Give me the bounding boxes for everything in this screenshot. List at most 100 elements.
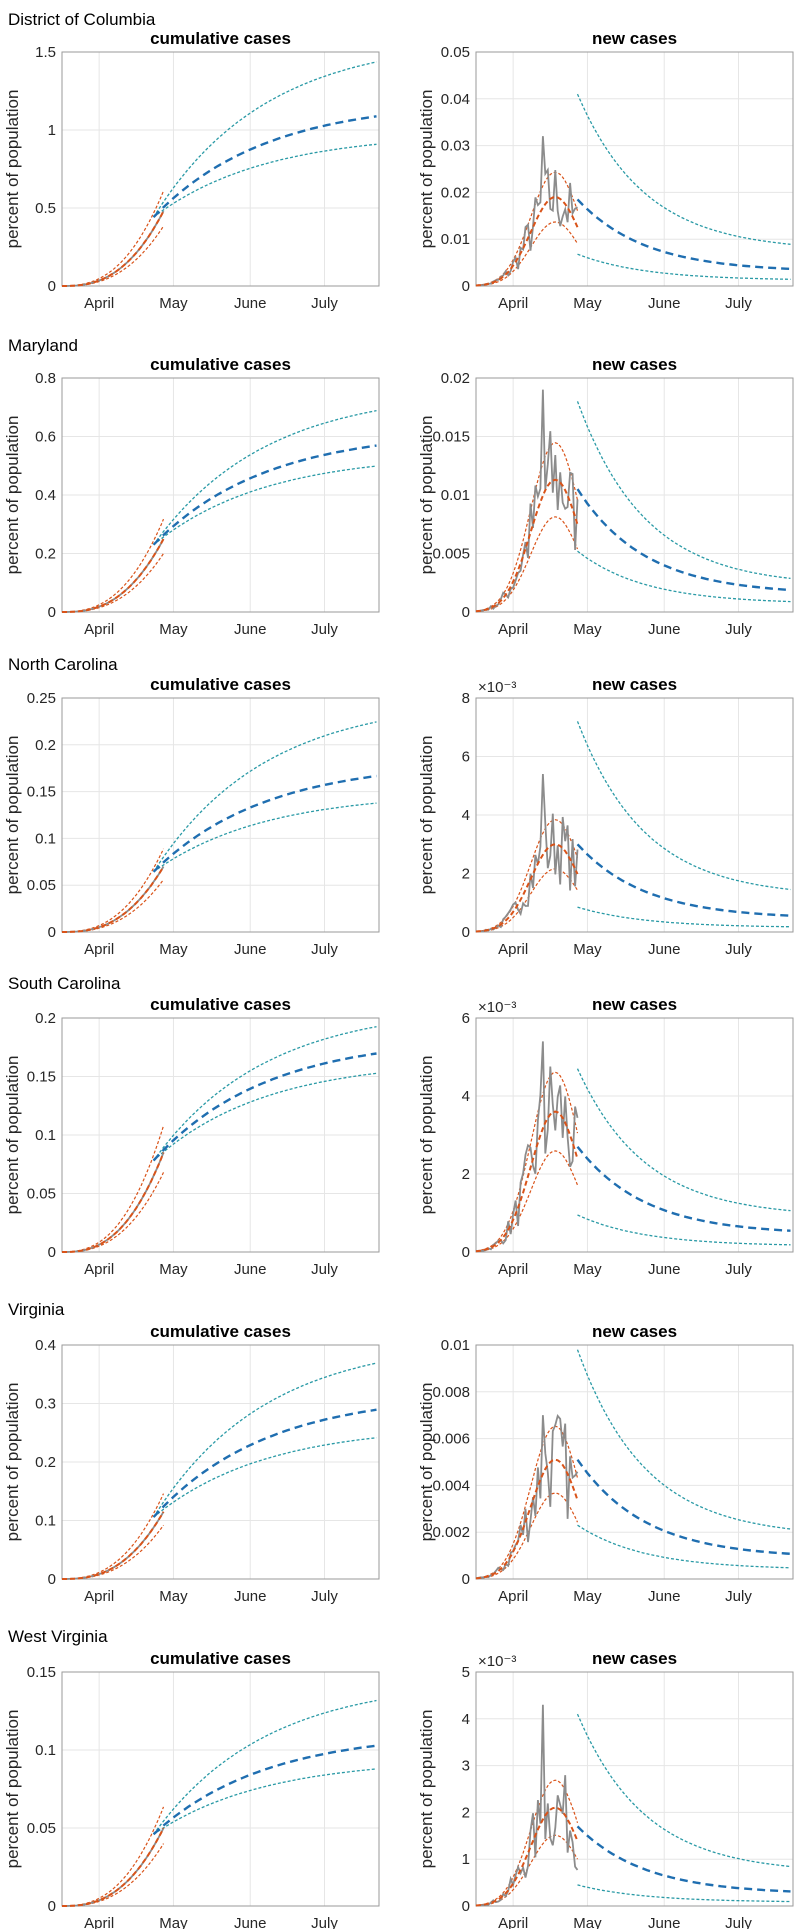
- fit-lower-line: [475, 516, 579, 613]
- plot-frame: [61, 1344, 380, 1580]
- state-label-south-carolina: South Carolina: [8, 974, 121, 993]
- x-tick-label: April: [84, 621, 114, 638]
- upper-bound-line: [153, 409, 377, 546]
- y-tick-label: 0: [462, 1898, 470, 1915]
- y-axis-label: percent of population: [3, 416, 22, 575]
- y-tick-label: 0.3: [35, 1396, 56, 1413]
- y-tick-label: 0: [462, 924, 470, 941]
- y-tick-label: 0.2: [35, 737, 56, 754]
- y-axis-label: percent of population: [417, 416, 436, 575]
- upper-bound-line: [153, 721, 377, 873]
- state-label-north-carolina: North Carolina: [8, 655, 118, 674]
- y-tick-label: 0.04: [441, 91, 470, 108]
- plot-frame: [475, 51, 794, 287]
- y-tick-label: 0: [462, 1244, 470, 1261]
- y-tick-label: 0.4: [35, 1337, 56, 1354]
- chart-title: new cases: [592, 355, 677, 374]
- chart-title: new cases: [592, 29, 677, 48]
- x-tick-label: June: [234, 295, 267, 312]
- fit-lower-line: [62, 1843, 165, 1907]
- x-tick-label: April: [84, 1588, 114, 1605]
- upper-bound-line: [576, 1068, 791, 1212]
- x-tick-label: July: [311, 941, 338, 958]
- mean-forecast-line: [576, 843, 791, 917]
- state-label-dc: District of Columbia: [8, 10, 156, 29]
- y-tick-label: 0.15: [27, 1069, 56, 1086]
- chart-title: new cases: [592, 995, 677, 1014]
- y-tick-label: 0: [462, 1571, 470, 1588]
- fit-mean-line: [475, 1458, 579, 1580]
- x-tick-label: April: [498, 621, 528, 638]
- x-tick-label: June: [648, 1588, 681, 1605]
- x-tick-label: April: [498, 295, 528, 312]
- plot-frame: [475, 1017, 794, 1253]
- fit-mean-line: [62, 1152, 165, 1253]
- y-tick-label: 0.2: [35, 1010, 56, 1027]
- y-axis-label: percent of population: [3, 1710, 22, 1869]
- chart-title: new cases: [592, 675, 677, 694]
- x-tick-label: April: [498, 1915, 528, 1929]
- fit-mean-line: [475, 1110, 579, 1253]
- fit-lower-line: [62, 879, 164, 933]
- x-tick-label: June: [648, 941, 681, 958]
- y-exponent-label: ×10⁻³: [478, 1653, 516, 1670]
- y-tick-label: 6: [462, 749, 470, 766]
- lower-bound-line: [577, 1524, 791, 1569]
- mean-forecast-line: [152, 1408, 377, 1518]
- y-tick-label: 0: [48, 1571, 56, 1588]
- mean-forecast-line: [576, 1145, 791, 1232]
- fit-lower-line: [62, 1524, 164, 1580]
- fit-mean-line: [475, 478, 579, 613]
- new-cases-chart: new cases 0 2 4 6 8 ×10⁻³ April May June July perce…: [417, 675, 794, 958]
- plot-frame: [475, 377, 794, 613]
- y-tick-label: 0.006: [432, 1431, 470, 1448]
- x-tick-label: May: [159, 1261, 188, 1278]
- y-tick-label: 2: [462, 866, 470, 883]
- x-tick-label: June: [648, 295, 681, 312]
- y-tick-label: 3: [462, 1758, 470, 1775]
- new-cases-chart: new cases 0 0.005 0.01 0.015 0.02 April May June…: [417, 355, 794, 638]
- y-tick-label: 1: [48, 122, 56, 139]
- y-tick-label: 0.05: [27, 1820, 56, 1837]
- y-tick-label: 0: [48, 1244, 56, 1261]
- y-tick-label: 0.8: [35, 370, 56, 387]
- x-tick-label: June: [234, 1915, 267, 1929]
- chart-title: cumulative cases: [150, 355, 291, 374]
- y-tick-label: 0.25: [27, 690, 56, 707]
- observed-line: [475, 773, 579, 933]
- x-tick-label: April: [498, 941, 528, 958]
- x-tick-label: April: [84, 1261, 114, 1278]
- x-tick-label: May: [159, 621, 188, 638]
- y-exponent-label: ×10⁻³: [478, 679, 516, 696]
- plot-frame: [61, 697, 380, 933]
- y-axis-label: percent of population: [417, 736, 436, 895]
- new-cases-chart: new cases 0 2 4 6 ×10⁻³ April May June July percen…: [417, 995, 794, 1278]
- mean-forecast-line: [576, 1458, 791, 1555]
- y-tick-label: 0.1: [35, 1513, 56, 1530]
- cumulative-chart: cumulative cases 0 0.05 0.1 0.15 0.2 April May J…: [3, 995, 380, 1278]
- x-tick-label: May: [159, 941, 188, 958]
- new-cases-chart: new cases 0 0.002 0.004 0.006 0.008 0.01 April M…: [417, 1322, 794, 1605]
- fit-upper-line: [475, 1071, 579, 1252]
- lower-bound-line: [577, 906, 791, 928]
- y-tick-label: 0.03: [441, 138, 470, 155]
- y-tick-label: 0.002: [432, 1524, 470, 1541]
- upper-bound-line: [576, 93, 791, 245]
- x-tick-label: July: [311, 1588, 338, 1605]
- y-tick-label: 0.01: [441, 231, 470, 248]
- plot-frame: [475, 1671, 794, 1907]
- x-tick-label: June: [648, 621, 681, 638]
- y-axis-label: percent of population: [417, 90, 436, 249]
- x-tick-label: July: [725, 1915, 752, 1929]
- x-tick-label: June: [648, 1261, 681, 1278]
- x-tick-label: May: [159, 1915, 188, 1929]
- fit-lower-line: [62, 225, 165, 287]
- lower-bound-line: [153, 802, 377, 873]
- x-tick-label: May: [159, 295, 188, 312]
- observed-line: [475, 136, 578, 287]
- fit-mean-line: [475, 196, 579, 287]
- observed-line: [475, 1704, 579, 1907]
- y-tick-label: 0.1: [35, 1127, 56, 1144]
- x-tick-label: April: [84, 295, 114, 312]
- fit-upper-line: [475, 442, 579, 612]
